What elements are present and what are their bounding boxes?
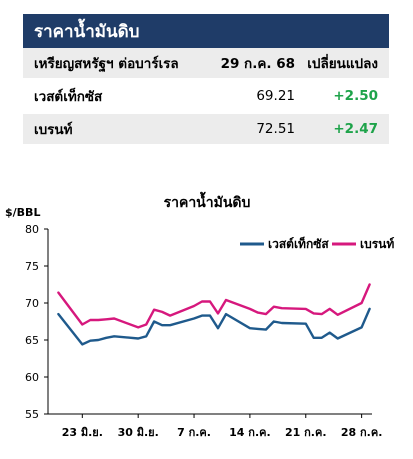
- series-line: [57, 307, 371, 346]
- row-price: 69.21: [256, 88, 295, 104]
- table-header-row: เหรียญสหรัฐฯ ต่อบาร์เรล 29 ก.ค. 68 เปลี่…: [23, 48, 389, 78]
- row-name: เบรนท์: [34, 122, 73, 138]
- header-unit: เหรียญสหรัฐฯ ต่อบาร์เรล: [34, 56, 179, 72]
- row-change: +2.50: [333, 88, 378, 104]
- axes: 80 75 70 65 60 55 23 มิ.ย. 30 มิ.ย. 7 ก.ค. 14 ก.ค…: [25, 223, 382, 439]
- legend-label: เวสต์เท็กซัส: [268, 236, 329, 251]
- row-name: เวสต์เท็กซัส: [34, 89, 103, 105]
- x-tick-label: 28 ก.ค.: [341, 426, 383, 439]
- y-tick-label: 80: [25, 223, 39, 236]
- table-row-brent: เบรนท์ 72.51 +2.47: [23, 114, 389, 144]
- crude-oil-price-table: ราคาน้ำมันดิบ เหรียญสหรัฐฯ ต่อบาร์เรล 29…: [23, 14, 389, 144]
- x-tick-label: 23 มิ.ย.: [62, 426, 103, 439]
- table-row-wti: เวสต์เท็กซัส 69.21 +2.50: [23, 81, 389, 111]
- series-lines: [57, 283, 371, 346]
- header-change: เปลี่ยนแปลง: [307, 56, 378, 72]
- x-tick-label: 14 ก.ค.: [229, 426, 271, 439]
- legend-label: เบรนท์: [360, 237, 394, 251]
- table-title: ราคาน้ำมันดิบ: [23, 14, 389, 48]
- chart-title: ราคาน้ำมันดิบ: [164, 191, 251, 211]
- y-tick-label: 70: [25, 297, 39, 310]
- chart-svg: ราคาน้ำมันดิบ $/BBL 80 75 70 65 60 55 23 มิ.ย.…: [5, 191, 394, 439]
- row-price: 72.51: [256, 121, 295, 137]
- header-date: 29 ก.ค. 68: [220, 56, 295, 72]
- x-tick-label: 30 มิ.ย.: [118, 426, 159, 439]
- y-tick-label: 55: [25, 408, 39, 421]
- y-axis-label: $/BBL: [5, 206, 40, 219]
- y-tick-label: 60: [25, 371, 39, 384]
- series-line: [57, 283, 371, 329]
- x-tick-label: 21 ก.ค.: [285, 426, 327, 439]
- x-tick-label: 7 ก.ค.: [177, 426, 211, 439]
- crude-oil-line-chart: ราคาน้ำมันดิบ $/BBL 80 75 70 65 60 55 23 มิ.ย.…: [0, 185, 413, 455]
- legend: เวสต์เท็กซัส เบรนท์: [240, 236, 394, 251]
- y-tick-label: 75: [25, 260, 39, 273]
- row-change: +2.47: [333, 121, 378, 137]
- y-tick-label: 65: [25, 334, 39, 347]
